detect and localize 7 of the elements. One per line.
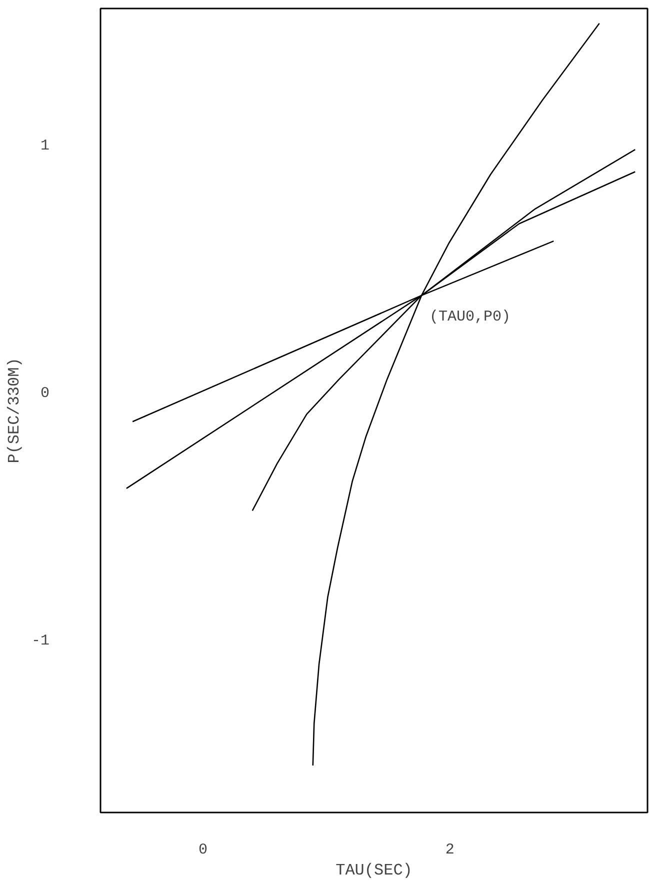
- y-axis-title: P(SEC/330M): [5, 358, 24, 464]
- x-tick-label: 2: [445, 842, 454, 858]
- y-tick-label: 1: [40, 138, 50, 155]
- x-axis-title: TAU(SEC): [336, 862, 412, 880]
- annotation: (TAU0,P0): [430, 308, 511, 326]
- y-tick-label: -1: [31, 632, 50, 650]
- y-tick-label: 0: [40, 384, 50, 402]
